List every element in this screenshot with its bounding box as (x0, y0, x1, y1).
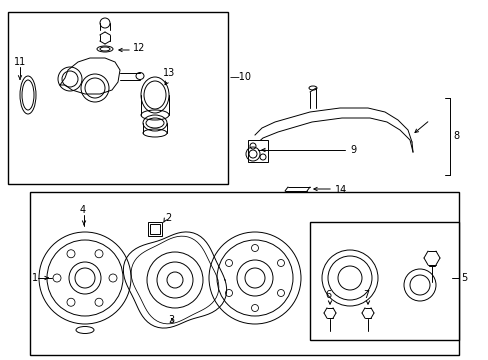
Bar (30, 192, 458, 355)
Bar (8, 12, 227, 184)
Text: 9: 9 (349, 145, 355, 155)
Text: 12: 12 (133, 43, 145, 53)
Text: 13: 13 (163, 68, 175, 78)
Text: 6: 6 (325, 290, 330, 300)
Text: 4: 4 (80, 205, 86, 215)
Text: 2: 2 (164, 213, 171, 223)
Bar (247, 140, 267, 162)
Bar (150, 224, 160, 234)
Text: 14: 14 (334, 185, 346, 195)
Text: 1: 1 (32, 273, 38, 283)
Text: 3: 3 (168, 315, 174, 325)
Text: 7: 7 (362, 290, 368, 300)
Text: —10: —10 (229, 72, 251, 82)
Bar (309, 222, 458, 340)
Text: 8: 8 (452, 131, 458, 141)
Bar (148, 222, 162, 236)
Text: 11: 11 (14, 57, 26, 67)
Text: 5: 5 (460, 273, 467, 283)
